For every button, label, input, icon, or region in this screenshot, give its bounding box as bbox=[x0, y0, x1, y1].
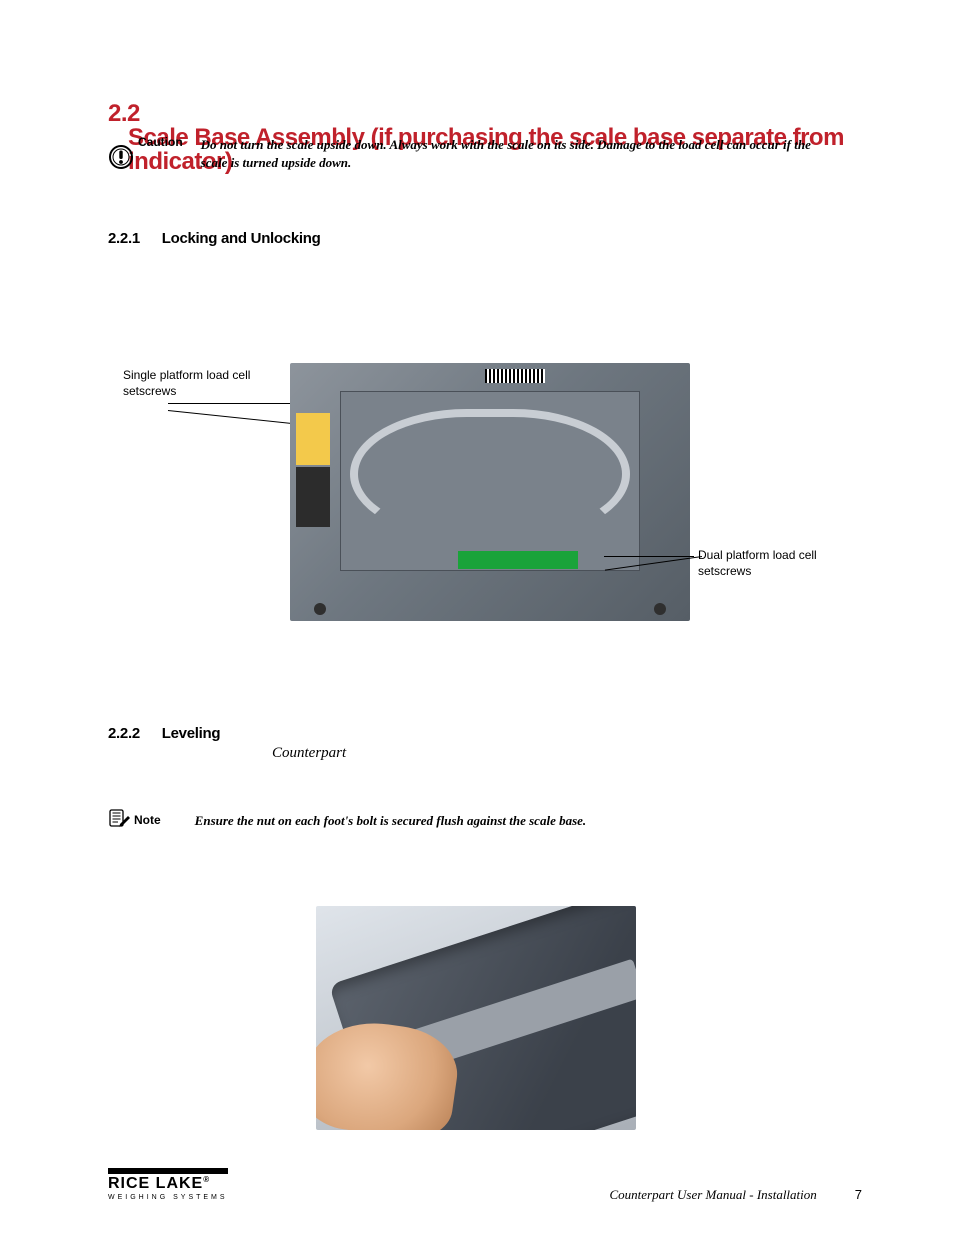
figure1-annotation-right: Dual platform load cell setscrews bbox=[698, 548, 858, 579]
caution-block: Caution Do not turn the scale upside dow… bbox=[108, 136, 868, 172]
page: 2.2 Scale Base Assembly (if purchasing t… bbox=[0, 0, 954, 1235]
footer-right: Counterpart User Manual - Installation 7 bbox=[609, 1188, 862, 1201]
note-text: Ensure the nut on each foot's bolt is se… bbox=[195, 814, 587, 827]
subsection-222-number: 2.2.2 bbox=[108, 726, 140, 741]
subsection-222-heading: 2.2.2 Leveling bbox=[108, 726, 220, 741]
subsection-221-number: 2.2.1 bbox=[108, 231, 140, 246]
figure1-label-yellow bbox=[296, 413, 330, 465]
figure2-photo bbox=[316, 906, 636, 1130]
subsection-221-title: Locking and Unlocking bbox=[162, 231, 321, 246]
note-label: Note bbox=[134, 814, 161, 826]
figure1-label-green bbox=[458, 551, 578, 569]
caution-icon bbox=[108, 144, 134, 170]
logo: RICE LAKE® WEIGHING SYSTEMS bbox=[108, 1168, 228, 1201]
section-number: 2.2 bbox=[108, 102, 140, 126]
note-block: Note Ensure the nut on each foot's bolt … bbox=[108, 808, 868, 832]
caution-text: Do not turn the scale upside down. Alway… bbox=[201, 136, 841, 172]
page-number: 7 bbox=[855, 1188, 862, 1201]
caution-label: Caution bbox=[138, 136, 183, 148]
subsection-222-body: Counterpart bbox=[272, 746, 346, 761]
logo-main: RICE LAKE bbox=[108, 1175, 203, 1192]
figure1-barcode bbox=[485, 369, 545, 383]
figure1-label-black bbox=[296, 467, 330, 527]
figure1-annotation-left: Single platform load cell setscrews bbox=[123, 368, 283, 399]
figure1-photo bbox=[290, 363, 690, 621]
note-icon bbox=[108, 808, 132, 832]
subsection-221-heading: 2.2.1 Locking and Unlocking bbox=[108, 231, 320, 246]
figure1-leader-line-right-a bbox=[604, 556, 694, 557]
subsection-222-title: Leveling bbox=[162, 726, 220, 741]
footer-doc-title: Counterpart User Manual - Installation bbox=[609, 1188, 816, 1201]
logo-sub: WEIGHING SYSTEMS bbox=[108, 1194, 228, 1201]
page-footer: RICE LAKE® WEIGHING SYSTEMS Counterpart … bbox=[0, 1168, 954, 1201]
